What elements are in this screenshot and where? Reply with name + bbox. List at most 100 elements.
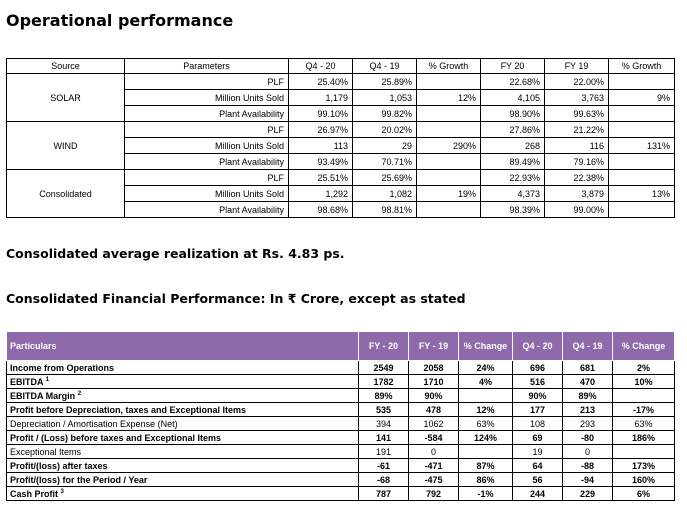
ops-cell-q4-20: 99.10% bbox=[288, 105, 353, 122]
fin-cell-fy19: 90% bbox=[408, 388, 459, 403]
fin-header-particulars: Particulars bbox=[6, 331, 359, 361]
fin-cell-q-change: 2% bbox=[612, 360, 675, 375]
fin-cell-q4-19: -88 bbox=[562, 458, 613, 473]
fin-cell-fy20: 141 bbox=[358, 430, 409, 445]
ops-cell-fy19: 116 bbox=[544, 137, 609, 154]
ops-cell-fy20: 27.86% bbox=[480, 121, 545, 138]
fin-cell-q4-20: 516 bbox=[512, 374, 563, 389]
fin-cell-fy20: 2549 bbox=[358, 360, 409, 375]
fin-cell-q4-20: 90% bbox=[512, 388, 563, 403]
fin-cell-q4-19: 213 bbox=[562, 402, 613, 417]
fin-cell-q-change: -17% bbox=[612, 402, 675, 417]
fin-table-row: Income from Operations 2549 2058 24% 696 681 2… bbox=[6, 360, 675, 375]
fin-row-label: Cash Profit bbox=[10, 488, 59, 499]
fin-cell-fy-change bbox=[458, 444, 513, 459]
fin-cell-fy-change: 4% bbox=[458, 374, 513, 389]
fin-cell-q4-20: 696 bbox=[512, 360, 563, 375]
footnote-marker: 1 bbox=[45, 376, 50, 383]
ops-cell-fy-growth: 9% bbox=[608, 89, 675, 106]
fin-table-row: Depreciation / Amortisation Expense (Net… bbox=[6, 416, 675, 431]
ops-cell-fy19: 22.38% bbox=[544, 169, 609, 186]
fin-row-label: Profit/(loss) for the Period / Year bbox=[10, 474, 148, 485]
fin-cell-fy19: 2058 bbox=[408, 360, 459, 375]
fin-cell-particulars: EBITDA 1 bbox=[6, 374, 359, 389]
ops-table-row: Plant Availability 98.68% 98.81% 98.39% 99.0… bbox=[7, 201, 675, 218]
ops-cell-q-growth bbox=[416, 105, 481, 122]
ops-table-row: Million Units Sold 1,292 1,082 19% 4,373 3,87… bbox=[7, 185, 675, 202]
ops-header-fy-growth: % Growth bbox=[608, 58, 675, 74]
ops-cell-fy-growth bbox=[608, 153, 675, 170]
fin-header-q4-19: Q4 - 19 bbox=[562, 331, 613, 361]
fin-table-row: Profit/(loss) after taxes -61 -471 87% 64 -88… bbox=[6, 458, 675, 473]
fin-cell-fy20: 787 bbox=[358, 486, 409, 501]
ops-cell-fy19: 99.63% bbox=[544, 105, 609, 122]
ops-table-row: Consolidated PLF 25.51% 25.69% 22.93% 22.38% bbox=[6, 169, 675, 218]
ops-cell-param: Plant Availability bbox=[124, 153, 289, 170]
fin-cell-q-change: 160% bbox=[612, 472, 675, 487]
ops-header-q4-20: Q4 - 20 bbox=[288, 58, 353, 74]
fin-cell-q4-20: 69 bbox=[512, 430, 563, 445]
fin-cell-q4-20: 177 bbox=[512, 402, 563, 417]
fin-cell-fy19: 1062 bbox=[408, 416, 459, 431]
fin-table-row: Cash Profit 3 787 792 -1% 244 229 6% bbox=[6, 486, 675, 501]
fin-row-label: Profit/(loss) after taxes bbox=[10, 460, 108, 471]
ops-cell-q4-19: 98.81% bbox=[352, 201, 417, 218]
fin-table-row: Exceptional Items 191 0 19 0 bbox=[6, 444, 675, 459]
fin-cell-q-change: 63% bbox=[612, 416, 675, 431]
fin-cell-fy19: -471 bbox=[408, 458, 459, 473]
ops-cell-fy20: 22.93% bbox=[480, 169, 545, 186]
ops-cell-q4-19: 20.02% bbox=[352, 121, 417, 138]
fin-cell-fy20: 1782 bbox=[358, 374, 409, 389]
ops-cell-fy20: 98.39% bbox=[480, 201, 545, 218]
fin-cell-fy19: 792 bbox=[408, 486, 459, 501]
fin-cell-q-change: 10% bbox=[612, 374, 675, 389]
fin-header-fy19: FY - 19 bbox=[408, 331, 459, 361]
fin-cell-fy-change: 63% bbox=[458, 416, 513, 431]
ops-header-q4-19: Q4 - 19 bbox=[352, 58, 417, 74]
fin-cell-fy-change: 87% bbox=[458, 458, 513, 473]
fin-cell-q-change bbox=[612, 444, 675, 459]
ops-cell-q4-19: 1,082 bbox=[352, 185, 417, 202]
ops-header-fy19: FY 19 bbox=[544, 58, 609, 74]
ops-cell-fy-growth bbox=[608, 201, 675, 218]
fin-table-row: Profit / (Loss) before taxes and Excepti… bbox=[6, 430, 675, 445]
fin-row-label: Profit before Depreciation, taxes and Ex… bbox=[10, 404, 247, 415]
fin-cell-fy19: -475 bbox=[408, 472, 459, 487]
ops-cell-q4-20: 98.68% bbox=[288, 201, 353, 218]
fin-cell-particulars: Cash Profit 3 bbox=[6, 486, 359, 501]
fin-cell-particulars: Profit / (Loss) before taxes and Excepti… bbox=[6, 430, 359, 445]
ops-cell-q4-19: 70.71% bbox=[352, 153, 417, 170]
ops-cell-q4-20: 1,292 bbox=[288, 185, 353, 202]
fin-table-row: Profit before Depreciation, taxes and Ex… bbox=[6, 402, 675, 417]
ops-cell-q4-20: 26.97% bbox=[288, 121, 353, 138]
fin-cell-q4-19: 0 bbox=[562, 444, 613, 459]
fin-cell-q4-19: 470 bbox=[562, 374, 613, 389]
fin-cell-fy-change: -1% bbox=[458, 486, 513, 501]
ops-cell-fy19: 3,879 bbox=[544, 185, 609, 202]
ops-cell-q-growth: 19% bbox=[416, 185, 481, 202]
fin-row-label: Profit / (Loss) before taxes and Excepti… bbox=[10, 432, 222, 443]
ops-table-row: Million Units Sold 113 29 290% 268 116 131% bbox=[7, 137, 675, 154]
fin-cell-q4-19: 229 bbox=[562, 486, 613, 501]
fin-cell-q4-20: 19 bbox=[512, 444, 563, 459]
fin-cell-q-change: 6% bbox=[612, 486, 675, 501]
ops-cell-fy19: 21.22% bbox=[544, 121, 609, 138]
ops-header-fy20: FY 20 bbox=[480, 58, 545, 74]
fin-cell-q4-20: 244 bbox=[512, 486, 563, 501]
fin-cell-q-change: 173% bbox=[612, 458, 675, 473]
fin-cell-particulars: Profit/(loss) after taxes bbox=[6, 458, 359, 473]
fin-table-row: Profit/(loss) for the Period / Year -68 -4… bbox=[6, 472, 675, 487]
fin-cell-fy20: 191 bbox=[358, 444, 409, 459]
ops-cell-fy20: 268 bbox=[480, 137, 545, 154]
fin-cell-fy-change: 24% bbox=[458, 360, 513, 375]
ops-cell-q4-19: 29 bbox=[352, 137, 417, 154]
fin-header-fy20: FY - 20 bbox=[358, 331, 409, 361]
fin-row-label: EBITDA Margin bbox=[10, 390, 76, 401]
fin-cell-fy-change: 12% bbox=[458, 402, 513, 417]
ops-cell-q-growth: 290% bbox=[416, 137, 481, 154]
ops-cell-q-growth bbox=[416, 201, 481, 218]
fin-row-label: Exceptional Items bbox=[10, 446, 82, 457]
fin-table-row: EBITDA Margin 2 89% 90% 90% 89% bbox=[6, 388, 675, 403]
fin-cell-fy20: -68 bbox=[358, 472, 409, 487]
fin-cell-fy19: 478 bbox=[408, 402, 459, 417]
